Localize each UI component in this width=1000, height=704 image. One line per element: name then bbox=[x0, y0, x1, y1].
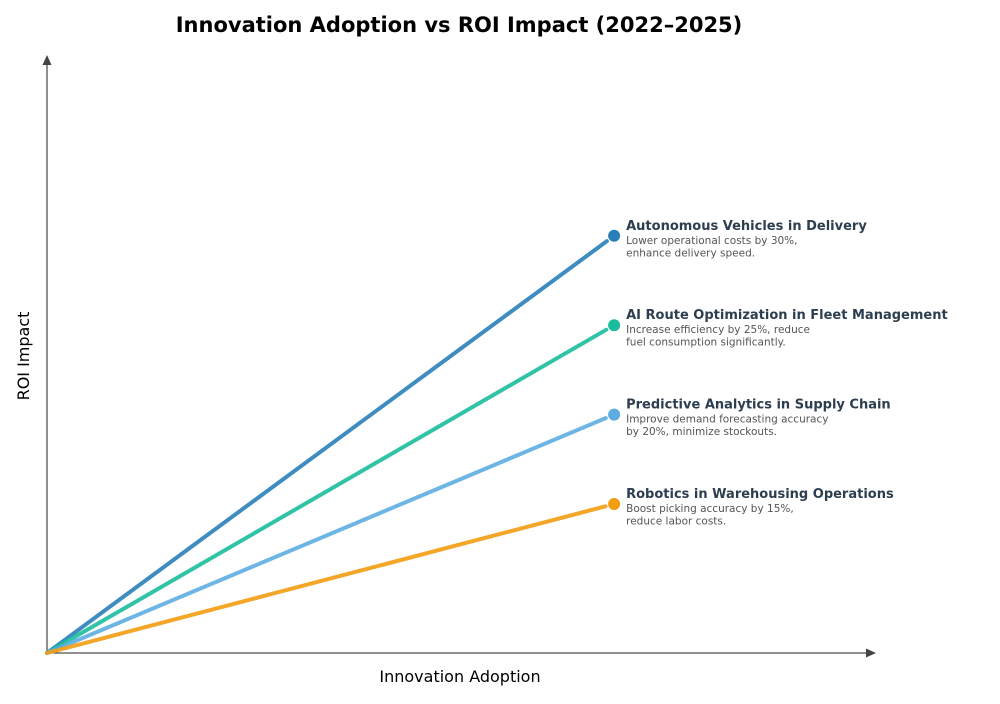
series-description: by 20%, minimize stockouts. bbox=[626, 426, 777, 438]
series-description: Improve demand forecasting accuracy bbox=[626, 414, 828, 426]
series-description: enhance delivery speed. bbox=[626, 247, 755, 259]
series-label: Autonomous Vehicles in Delivery bbox=[626, 219, 867, 234]
series-line bbox=[45, 416, 608, 655]
series-label: Predictive Analytics in Supply Chain bbox=[626, 398, 891, 413]
series-description: Boost picking accuracy by 15%, bbox=[626, 503, 794, 515]
series-line bbox=[45, 239, 609, 655]
series-line bbox=[45, 327, 609, 655]
series-description: reduce labor costs. bbox=[626, 516, 726, 528]
y-axis-arrow-icon bbox=[42, 55, 52, 65]
series-description: fuel consumption significantly. bbox=[626, 337, 786, 349]
chart-title: Innovation Adoption vs ROI Impact (2022–… bbox=[176, 13, 743, 37]
y-axis-label: ROI Impact bbox=[14, 312, 33, 401]
series-label: Robotics in Warehousing Operations bbox=[626, 487, 894, 502]
series-end-point bbox=[608, 229, 621, 242]
axes bbox=[42, 55, 876, 658]
x-axis-label: Innovation Adoption bbox=[379, 667, 540, 686]
series-description: Lower operational costs by 30%, bbox=[626, 235, 797, 247]
series-line bbox=[45, 504, 608, 655]
series-end-point bbox=[608, 408, 621, 421]
series-label: AI Route Optimization in Fleet Managemen… bbox=[626, 308, 948, 323]
series-end-point bbox=[608, 498, 621, 510]
series-end-point bbox=[608, 319, 621, 332]
x-axis-arrow-icon bbox=[866, 648, 876, 658]
series-description: Increase efficiency by 25%, reduce bbox=[626, 324, 810, 336]
